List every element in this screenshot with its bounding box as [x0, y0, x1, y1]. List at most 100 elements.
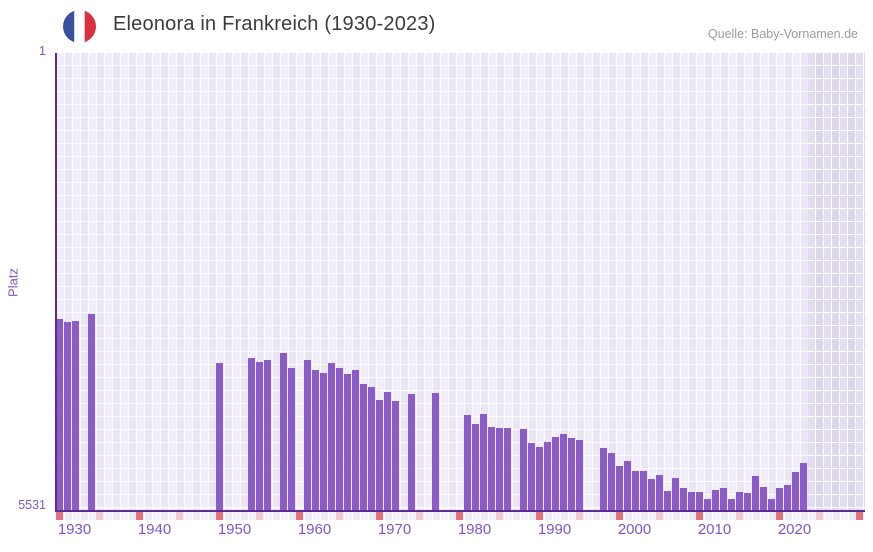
bar-1959[interactable] [288, 367, 295, 510]
y-axis-line [55, 53, 57, 512]
x-tick-2005 [656, 512, 663, 520]
bar-1990[interactable] [536, 446, 543, 510]
x-axis-line [55, 510, 865, 512]
x-tick-1935 [96, 512, 103, 520]
bar-2019[interactable] [768, 498, 775, 510]
bar-2014[interactable] [728, 498, 735, 510]
bar-1986[interactable] [504, 427, 511, 510]
bar-1977[interactable] [432, 393, 439, 510]
bar-1931[interactable] [64, 321, 71, 510]
x-tick-2020 [776, 512, 783, 520]
bar-1969[interactable] [368, 386, 375, 510]
bar-1956[interactable] [264, 360, 271, 510]
bar-2015[interactable] [736, 491, 743, 510]
x-tick-1970 [376, 512, 383, 520]
x-tick-1990 [536, 512, 543, 520]
bar-2012[interactable] [712, 490, 719, 510]
bar-1994[interactable] [568, 437, 575, 510]
bar-1995[interactable] [576, 439, 583, 510]
source-attribution: Quelle: Baby-Vornamen.de [707, 27, 858, 41]
bar-1992[interactable] [552, 436, 559, 510]
bar-2018[interactable] [760, 486, 767, 510]
x-tick-1955 [256, 512, 263, 520]
bar-2010[interactable] [696, 491, 703, 510]
bar-2007[interactable] [672, 477, 679, 510]
x-tick-1930 [56, 512, 63, 520]
x-label-1980: 1980 [457, 521, 492, 538]
bar-2020[interactable] [776, 487, 783, 510]
y-axis-top-label: 1 [39, 44, 46, 58]
bar-1971[interactable] [384, 391, 391, 510]
bar-2008[interactable] [680, 487, 687, 510]
bar-1932[interactable] [72, 321, 79, 510]
x-tick-1960 [296, 512, 303, 520]
bar-2004[interactable] [648, 478, 655, 510]
bar-1991[interactable] [544, 441, 551, 510]
bar-1962[interactable] [312, 369, 319, 510]
bar-1964[interactable] [328, 362, 335, 510]
bar-1968[interactable] [360, 383, 367, 510]
bar-1934[interactable] [88, 314, 95, 510]
bar-2009[interactable] [688, 491, 695, 510]
x-tick-2010 [696, 512, 703, 520]
x-tick-1940 [136, 512, 143, 520]
bar-1965[interactable] [336, 367, 343, 510]
bar-1982[interactable] [472, 424, 479, 510]
x-tick-1985 [496, 512, 503, 520]
bar-2021[interactable] [784, 484, 791, 510]
bar-1955[interactable] [256, 361, 263, 510]
x-tick-2030 [856, 512, 863, 520]
bar-1989[interactable] [528, 442, 535, 510]
y-axis-bottom-label: 5531 [18, 498, 46, 512]
x-label-1950: 1950 [217, 521, 252, 538]
future-no-data-band [808, 53, 865, 511]
bar-1963[interactable] [320, 373, 327, 510]
bar-1961[interactable] [304, 360, 311, 510]
x-label-1940: 1940 [137, 521, 172, 538]
bar-1988[interactable] [520, 428, 527, 510]
bar-1966[interactable] [344, 373, 351, 510]
bar-2002[interactable] [632, 471, 639, 510]
bar-1998[interactable] [600, 447, 607, 510]
x-tick-1965 [336, 512, 343, 520]
bar-2000[interactable] [616, 465, 623, 510]
bar-1967[interactable] [352, 369, 359, 510]
bar-1985[interactable] [496, 427, 503, 510]
bar-2006[interactable] [664, 490, 671, 510]
x-tick-1945 [176, 512, 183, 520]
plot-area[interactable] [56, 53, 865, 511]
bar-1981[interactable] [464, 414, 471, 510]
bar-2013[interactable] [720, 487, 727, 510]
bar-1993[interactable] [560, 433, 567, 510]
x-label-2000: 2000 [617, 521, 652, 538]
x-label-2020: 2020 [777, 521, 812, 538]
bar-2022[interactable] [792, 471, 799, 510]
bar-2003[interactable] [640, 471, 647, 510]
x-label-2010: 2010 [697, 521, 732, 538]
bar-1950[interactable] [216, 362, 223, 510]
bar-1974[interactable] [408, 393, 415, 510]
bar-1999[interactable] [608, 452, 615, 510]
bar-1930[interactable] [56, 319, 63, 510]
bar-2005[interactable] [656, 474, 663, 510]
bar-1954[interactable] [248, 357, 255, 510]
bar-2023[interactable] [800, 463, 807, 510]
x-label-1970: 1970 [377, 521, 412, 538]
bar-2016[interactable] [744, 492, 751, 510]
x-tick-1995 [576, 512, 583, 520]
bar-1983[interactable] [480, 413, 487, 510]
x-tick-2000 [616, 512, 623, 520]
chart-title: Eleonora in Frankreich (1930-2023) [113, 13, 436, 35]
x-tick-2015 [736, 512, 743, 520]
bar-1970[interactable] [376, 399, 383, 510]
x-tick-1975 [416, 512, 423, 520]
bar-2017[interactable] [752, 476, 759, 510]
bar-1984[interactable] [488, 426, 495, 510]
bar-1958[interactable] [280, 353, 287, 510]
x-label-1960: 1960 [297, 521, 332, 538]
bar-2011[interactable] [704, 498, 711, 510]
bar-2001[interactable] [624, 460, 631, 510]
bar-1972[interactable] [392, 400, 399, 510]
y-axis-title: Platz [5, 268, 21, 297]
